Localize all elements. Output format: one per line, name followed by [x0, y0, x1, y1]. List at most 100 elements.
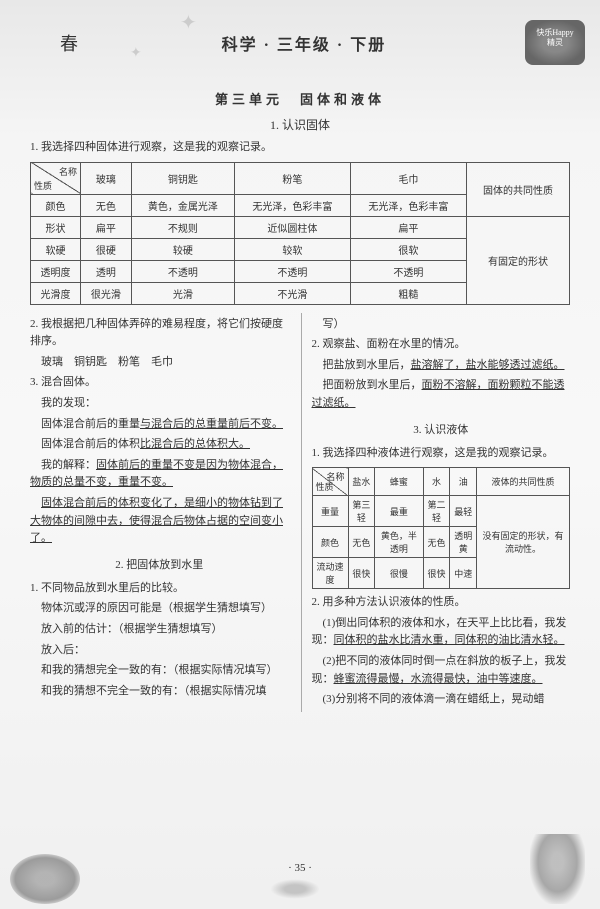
- cell2: 很慢: [375, 558, 423, 589]
- cont: 写）: [312, 316, 571, 334]
- r3q1: 1. 我选择四种液体进行观察，这是我的观察记录。: [312, 445, 571, 463]
- row-h: 软硬: [31, 238, 81, 260]
- unit-title: 第三单元 固体和液体: [30, 89, 570, 108]
- r3q2a-u: 同体积的盐水比清水重，同体积的油比清水轻。: [334, 634, 565, 646]
- cell: 不透明: [234, 260, 350, 282]
- col2-h: 油: [450, 468, 477, 496]
- q3b: 固体混合前后的重量与混合后的总重量前后不变。: [30, 416, 289, 434]
- r2: 2. 观察盐、面粉在水里的情况。: [312, 336, 571, 354]
- r3q2: 2. 用多种方法认识液体的性质。: [312, 594, 571, 612]
- page-content: 第三单元 固体和液体 1. 认识固体 1. 我选择四种固体进行观察，这是我的观察…: [0, 66, 600, 772]
- cell: 无色: [81, 194, 132, 216]
- cell: 无光泽，色彩丰富: [350, 194, 466, 216]
- q3d: 我的解释：固体前后的重量不变是因为物体混合，物质的总量不变，重量不变。: [30, 457, 289, 492]
- common-value: 有固定的形状: [466, 216, 569, 304]
- question-1: 1. 我选择四种固体进行观察，这是我的观察记录。: [30, 139, 570, 157]
- cell2: 无色: [348, 527, 375, 558]
- cell2: 中速: [450, 558, 477, 589]
- r2a: 把盐放到水里后，盐溶解了，盐水能够透过滤纸。: [312, 357, 571, 375]
- r3q2c: (3)分别将不同的液体滴一滴在蜡纸上，晃动蜡: [312, 691, 571, 709]
- col-h: 铜钥匙: [131, 162, 234, 194]
- table-diag-cell: 名称 性质: [31, 162, 81, 194]
- header-season: 春: [60, 30, 78, 56]
- table-liquids: 名称 性质 盐水 蜂蜜 水 油 液体的共同性质 重量 第三轻 最重 第二轻 最轻…: [312, 467, 571, 589]
- left-column: 2. 我根据把几种固体弄碎的难易程度，将它们按硬度排序。 玻璃 铜钥匙 粉笔 毛…: [30, 313, 289, 712]
- s2q1b: 放入前的估计：（根据学生猜想填写）: [30, 621, 289, 639]
- cell: 较软: [234, 238, 350, 260]
- footer-decoration-character: [530, 834, 585, 904]
- cell2: 最重: [375, 496, 423, 527]
- col2-h: 水: [423, 468, 450, 496]
- diag-top: 名称: [59, 165, 77, 178]
- col-h: 毛巾: [350, 162, 466, 194]
- r3q2a: (1)倒出同体积的液体和水，在天平上比比看，我发现：同体积的盐水比清水重，同体积…: [312, 615, 571, 650]
- footer-decoration-book: [270, 879, 320, 899]
- s2q1c: 放入后：: [30, 642, 289, 660]
- cell: 粗糙: [350, 282, 466, 304]
- section1-title: 1. 认识固体: [30, 116, 570, 133]
- cell: 不光滑: [234, 282, 350, 304]
- cell: 透明: [81, 260, 132, 282]
- cell: 很光滑: [81, 282, 132, 304]
- row-h: 光滑度: [31, 282, 81, 304]
- col2-h: 盐水: [348, 468, 375, 496]
- s2q1d: 和我的猜想完全一致的有：（根据实际情况填写）: [30, 662, 289, 680]
- page-number: · 35 ·: [0, 862, 600, 874]
- row-h: 颜色: [31, 194, 81, 216]
- col-h: 粉笔: [234, 162, 350, 194]
- right-column: 写） 2. 观察盐、面粉在水里的情况。 把盐放到水里后，盐溶解了，盐水能够透过滤…: [301, 313, 571, 712]
- cell2: 第二轻: [423, 496, 450, 527]
- cell2: 最轻: [450, 496, 477, 527]
- cell: 扁平: [81, 216, 132, 238]
- section2-title: 2. 把固体放到水里: [30, 556, 289, 572]
- cell: 近似圆柱体: [234, 216, 350, 238]
- cell: 不透明: [131, 260, 234, 282]
- common-header: 固体的共同性质: [466, 162, 569, 216]
- cell: 不透明: [350, 260, 466, 282]
- common2-v: 没有固定的形状，有流动性。: [477, 496, 570, 589]
- s2q1e: 和我的猜想不完全一致的有：（根据实际情况填: [30, 683, 289, 701]
- row2-h: 流动速度: [312, 558, 348, 589]
- q2-answer: 玻璃 铜钥匙 粉笔 毛巾: [30, 354, 289, 372]
- cell2: 第三轻: [348, 496, 375, 527]
- q3c: 固体混合前后的体积比混合后的总体积大。: [30, 436, 289, 454]
- r3q2b: (2)把不同的液体同时倒一点在斜放的板子上，我发现：蜂蜜流得最慢，水流得最快，油…: [312, 653, 571, 688]
- logo-badge: 快乐Happy 精灵: [525, 20, 585, 65]
- two-column-layout: 2. 我根据把几种固体弄碎的难易程度，将它们按硬度排序。 玻璃 铜钥匙 粉笔 毛…: [30, 313, 570, 712]
- cell: 较硬: [131, 238, 234, 260]
- table2-diag: 名称 性质: [312, 468, 348, 496]
- section3-title: 3. 认识液体: [312, 421, 571, 437]
- q3a: 我的发现：: [30, 395, 289, 413]
- cell: 很硬: [81, 238, 132, 260]
- cell: 很软: [350, 238, 466, 260]
- q3c-u: 比混合后的总体积大。: [140, 438, 250, 450]
- row-h: 形状: [31, 216, 81, 238]
- q3e-u: 固体混合前后的体积变化了，是细小的物体钻到了大物体的间隙中去，使得混合后物体占据…: [30, 497, 283, 544]
- diag2-bot: 性质: [316, 480, 334, 493]
- common2-h: 液体的共同性质: [477, 468, 570, 496]
- s2q1: 1. 不同物品放到水里后的比较。: [30, 580, 289, 598]
- cell: 黄色，金属光泽: [131, 194, 234, 216]
- row2-h: 重量: [312, 496, 348, 527]
- r2b: 把面粉放到水里后，面粉不溶解，面粉颗粒不能透过滤纸。: [312, 377, 571, 412]
- col-h: 玻璃: [81, 162, 132, 194]
- row2-h: 颜色: [312, 527, 348, 558]
- q2: 2. 我根据把几种固体弄碎的难易程度，将它们按硬度排序。: [30, 316, 289, 351]
- cell2: 很快: [348, 558, 375, 589]
- cell: 不规则: [131, 216, 234, 238]
- r3q2b-u: 蜂蜜流得最慢，水流得最快，油中等速度。: [334, 673, 543, 685]
- logo-text-top: 快乐Happy: [525, 28, 585, 38]
- q3e: 固体混合前后的体积变化了，是细小的物体钻到了大物体的间隙中去，使得混合后物体占据…: [30, 495, 289, 548]
- header-title: 科学 · 三年级 · 下册: [222, 31, 387, 55]
- q3b-u: 与混合后的总重量前后不变。: [140, 418, 283, 430]
- table-solids: 名称 性质 玻璃 铜钥匙 粉笔 毛巾 固体的共同性质 颜色 无色 黄色，金属光泽…: [30, 162, 570, 305]
- footer-decoration-car: [10, 854, 80, 904]
- cell2: 很快: [423, 558, 450, 589]
- cell2: 黄色，半透明: [375, 527, 423, 558]
- logo-text-bot: 精灵: [525, 38, 585, 48]
- cell: 光滑: [131, 282, 234, 304]
- cell2: 透明黄: [450, 527, 477, 558]
- col2-h: 蜂蜜: [375, 468, 423, 496]
- row-h: 透明度: [31, 260, 81, 282]
- r2a-u: 盐溶解了，盐水能够透过滤纸。: [411, 359, 565, 371]
